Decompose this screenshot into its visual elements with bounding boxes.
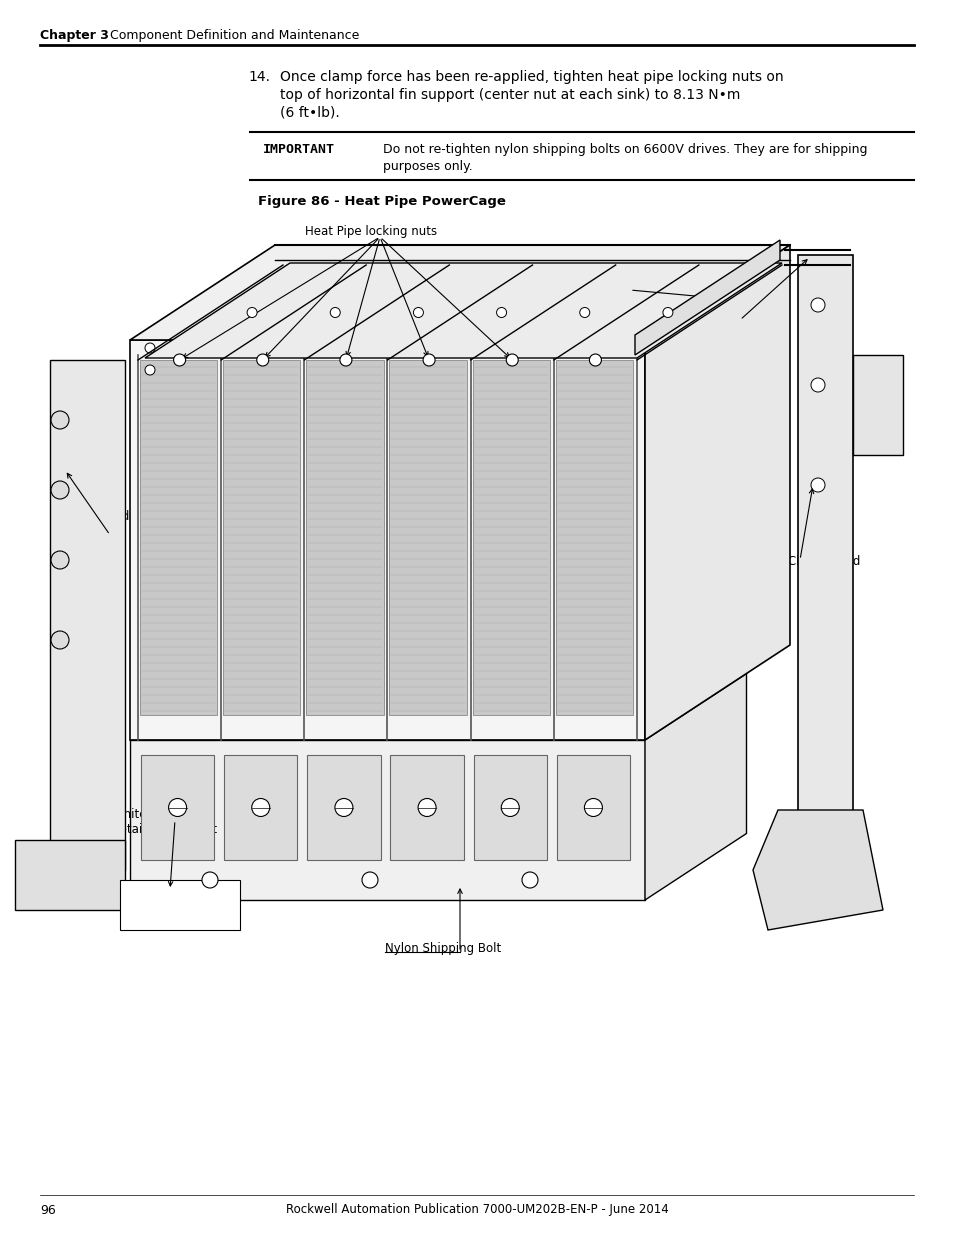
Text: 14.: 14. bbox=[248, 70, 270, 84]
Circle shape bbox=[173, 354, 186, 366]
Circle shape bbox=[335, 799, 353, 816]
Text: Clamp Head
Glass Rods: Clamp Head Glass Rods bbox=[57, 510, 130, 538]
Text: Heat Pipe locking nuts: Heat Pipe locking nuts bbox=[305, 225, 436, 238]
Text: Figure 86 - Heat Pipe PowerCage: Figure 86 - Heat Pipe PowerCage bbox=[257, 195, 505, 207]
Circle shape bbox=[51, 551, 69, 569]
Circle shape bbox=[413, 308, 423, 317]
Circle shape bbox=[330, 308, 340, 317]
Circle shape bbox=[810, 478, 824, 492]
Polygon shape bbox=[130, 740, 644, 900]
Circle shape bbox=[506, 354, 517, 366]
Circle shape bbox=[584, 799, 601, 816]
Circle shape bbox=[810, 298, 824, 312]
Text: top of horizontal fin support (center nut at each sink) to 8.13 N•m: top of horizontal fin support (center nu… bbox=[280, 88, 740, 103]
Circle shape bbox=[422, 354, 435, 366]
Polygon shape bbox=[474, 755, 546, 860]
Circle shape bbox=[810, 378, 824, 391]
Polygon shape bbox=[145, 263, 781, 358]
Polygon shape bbox=[130, 245, 789, 340]
Polygon shape bbox=[557, 755, 629, 860]
Polygon shape bbox=[644, 673, 745, 900]
Text: 96: 96 bbox=[40, 1203, 55, 1216]
Circle shape bbox=[521, 872, 537, 888]
Circle shape bbox=[51, 480, 69, 499]
Text: purposes only.: purposes only. bbox=[382, 161, 473, 173]
Polygon shape bbox=[556, 359, 633, 715]
Circle shape bbox=[145, 343, 154, 353]
Circle shape bbox=[417, 799, 436, 816]
Text: Nylon Shipping Bolt: Nylon Shipping Bolt bbox=[385, 942, 500, 955]
Text: White Heat Pipe
Retaining Bracket: White Heat Pipe Retaining Bracket bbox=[112, 808, 217, 836]
Text: Horizontal Fin Support: Horizontal Fin Support bbox=[598, 270, 729, 283]
Text: Once clamp force has been re-applied, tighten heat pipe locking nuts on: Once clamp force has been re-applied, ti… bbox=[280, 70, 782, 84]
Text: IMPORTANT: IMPORTANT bbox=[263, 143, 335, 156]
Circle shape bbox=[202, 872, 218, 888]
Circle shape bbox=[361, 872, 377, 888]
Polygon shape bbox=[306, 359, 383, 715]
Polygon shape bbox=[141, 755, 213, 860]
Circle shape bbox=[589, 354, 600, 366]
Circle shape bbox=[252, 799, 270, 816]
Polygon shape bbox=[644, 245, 789, 740]
Circle shape bbox=[662, 308, 672, 317]
Circle shape bbox=[339, 354, 352, 366]
Text: Do not re-tighten nylon shipping bolts on 6600V drives. They are for shipping: Do not re-tighten nylon shipping bolts o… bbox=[382, 143, 866, 156]
Circle shape bbox=[51, 411, 69, 429]
Polygon shape bbox=[120, 881, 240, 930]
Text: Heat Pipe: Heat Pipe bbox=[718, 300, 774, 312]
Polygon shape bbox=[852, 354, 902, 454]
Polygon shape bbox=[130, 340, 644, 740]
Text: Component Definition and Maintenance: Component Definition and Maintenance bbox=[110, 28, 359, 42]
Polygon shape bbox=[472, 359, 549, 715]
Circle shape bbox=[145, 366, 154, 375]
Text: Clamp Head: Clamp Head bbox=[787, 555, 860, 568]
Text: (6 ft•lb).: (6 ft•lb). bbox=[280, 106, 339, 120]
Polygon shape bbox=[752, 810, 882, 930]
Polygon shape bbox=[50, 359, 125, 869]
Circle shape bbox=[247, 308, 256, 317]
Circle shape bbox=[497, 308, 506, 317]
Circle shape bbox=[256, 354, 269, 366]
Circle shape bbox=[579, 308, 589, 317]
Polygon shape bbox=[15, 840, 125, 910]
Circle shape bbox=[500, 799, 518, 816]
Polygon shape bbox=[307, 755, 380, 860]
Polygon shape bbox=[224, 755, 297, 860]
Text: Chapter 3: Chapter 3 bbox=[40, 28, 109, 42]
Circle shape bbox=[169, 799, 187, 816]
Circle shape bbox=[51, 631, 69, 650]
Polygon shape bbox=[635, 240, 780, 354]
Text: Rockwell Automation Publication 7000-UM202B-EN-P - June 2014: Rockwell Automation Publication 7000-UM2… bbox=[285, 1203, 668, 1216]
Polygon shape bbox=[140, 359, 217, 715]
Polygon shape bbox=[389, 359, 466, 715]
Polygon shape bbox=[390, 755, 463, 860]
Polygon shape bbox=[797, 254, 852, 850]
Polygon shape bbox=[223, 359, 300, 715]
